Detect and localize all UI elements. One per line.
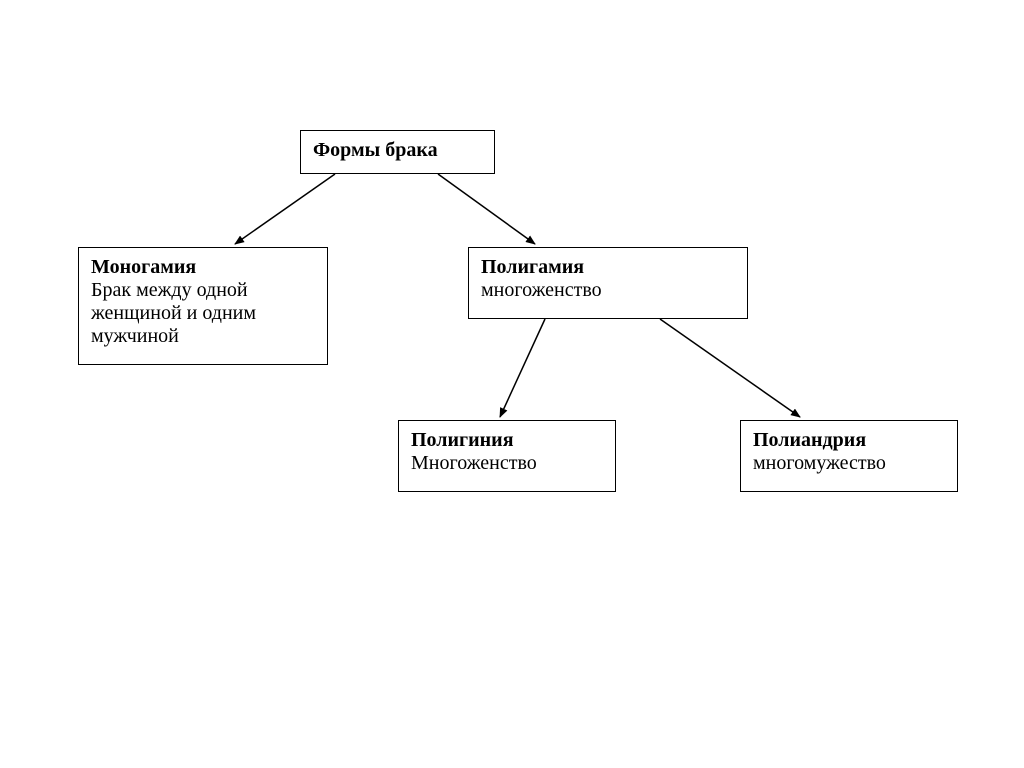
node-polygamy-desc: многоженство [481,279,735,302]
node-root-title: Формы брака [313,139,482,162]
edge-root-monogamy [235,174,335,244]
edge-polygamy-polyandry [660,319,800,417]
connector-layer [0,0,1024,768]
node-polygamy-title: Полигамия [481,256,735,279]
node-monogamy-title: Моногамия [91,256,315,279]
node-monogamy-desc: Брак между одной женщиной и одним мужчин… [91,279,315,348]
node-polygyny-title: Полигиния [411,429,603,452]
edge-polygamy-polygyny [500,319,545,417]
node-polyandry-title: Полиандрия [753,429,945,452]
node-polyandry-desc: многомужество [753,452,945,475]
node-root: Формы брака [300,130,495,174]
node-polygamy: Полигамия многоженство [468,247,748,319]
edge-root-polygamy [438,174,535,244]
node-polyandry: Полиандрия многомужество [740,420,958,492]
node-polygyny: Полигиния Многоженство [398,420,616,492]
node-monogamy: Моногамия Брак между одной женщиной и од… [78,247,328,365]
node-polygyny-desc: Многоженство [411,452,603,475]
